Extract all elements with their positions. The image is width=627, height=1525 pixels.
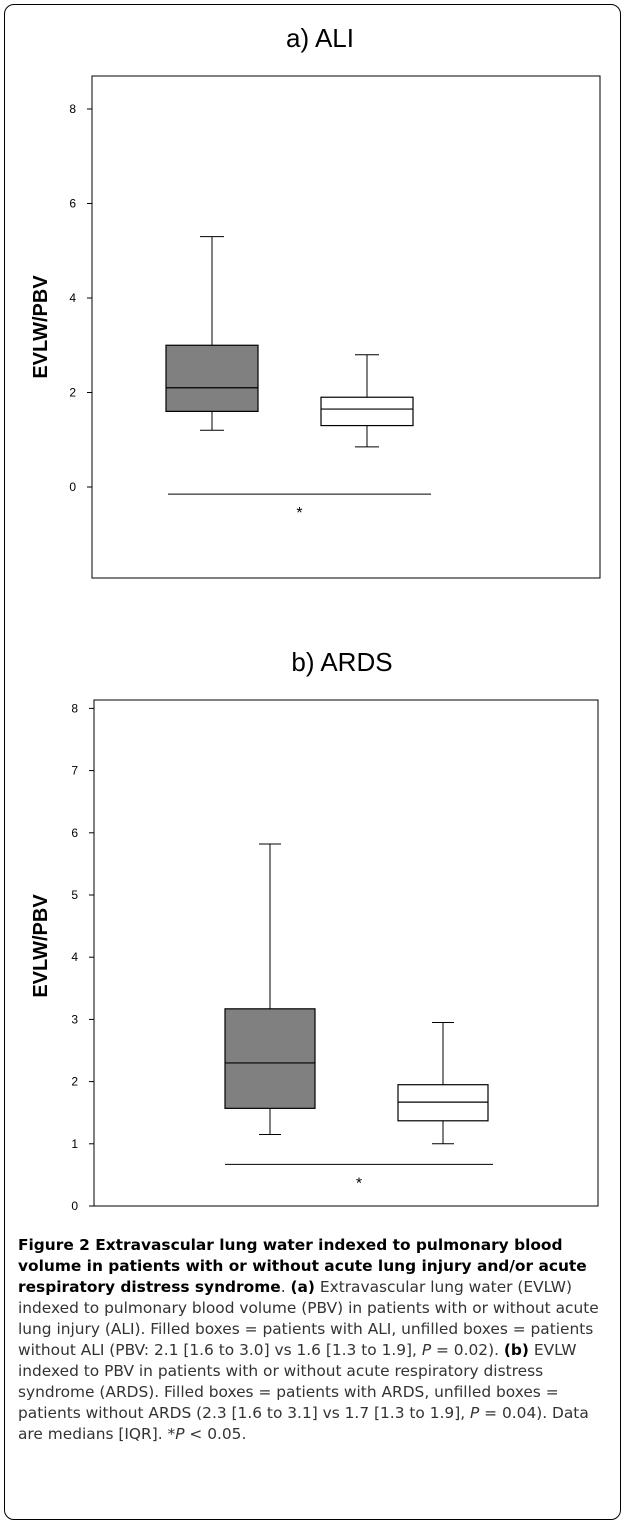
y-axis-label-b: EVLW/PBV <box>30 894 52 998</box>
significance-b: * <box>225 1163 493 1192</box>
chart-panel-b: b) ARDS 0 1 2 3 4 5 6 7 8 EVLW/PBV * <box>30 647 599 1213</box>
boxes-a <box>165 236 414 448</box>
y-tick-label-a-1: 2 <box>69 386 76 400</box>
y-tick-label-a-4: 8 <box>69 102 76 116</box>
y-tick-label-b-1: 1 <box>71 1137 78 1151</box>
y-tick-label-a-2: 4 <box>69 291 76 305</box>
figure-caption: Figure 2 Extravascular lung water indexe… <box>18 1235 612 1445</box>
caption-text-a2: = 0.02). <box>431 1341 504 1359</box>
y-tick-label-b-5: 5 <box>71 888 78 902</box>
caption-p-symbol-c: P <box>175 1425 185 1443</box>
y-tick-label-b-6: 6 <box>71 826 78 840</box>
boxes-b <box>224 843 489 1145</box>
y-tick-label-b-4: 4 <box>71 950 78 964</box>
y-tick-label-a-0: 0 <box>69 480 76 494</box>
chart-title-a: a) ALI <box>286 23 354 53</box>
y-tick-label-b-0: 0 <box>71 1199 78 1213</box>
chart-title-b: b) ARDS <box>291 647 392 677</box>
box-a-0 <box>165 344 259 413</box>
figure-frame <box>4 4 621 1520</box>
y-tick-label-b-3: 3 <box>71 1012 78 1026</box>
y-tick-label-a-3: 6 <box>69 197 76 211</box>
plot-frame-b <box>93 699 599 1207</box>
caption-title: Figure 2 Extravascular lung water indexe… <box>18 1236 587 1296</box>
y-axis-b: 0 1 2 3 4 5 6 7 8 <box>71 701 94 1213</box>
caption-label-a: (a) <box>290 1278 315 1296</box>
caption-text-end: < 0.05. <box>184 1425 247 1443</box>
caption-period: . <box>280 1278 291 1296</box>
caption-p-symbol-b: P <box>470 1404 480 1422</box>
caption-p-symbol-a: P <box>421 1341 432 1359</box>
y-axis-a: 0 2 4 6 8 <box>69 102 92 494</box>
box-b-0 <box>224 1008 316 1109</box>
chart-panel-a: a) ALI 0 2 4 6 8 EVLW/PBV * <box>30 23 601 579</box>
caption-text-b2: = 0.04). Data are medians [IQR]. * <box>18 1404 589 1443</box>
significance-a: * <box>168 493 431 522</box>
significance-label-b: * <box>356 1175 362 1192</box>
y-tick-label-b-8: 8 <box>71 701 78 715</box>
box-b-1 <box>397 1084 489 1122</box>
caption-label-b: (b) <box>503 1341 529 1359</box>
caption-text-b1: EVLW indexed to PBV in patients with or … <box>18 1341 577 1422</box>
significance-label-a: * <box>296 505 302 522</box>
box-a-1 <box>320 396 414 427</box>
y-tick-label-b-7: 7 <box>71 764 78 778</box>
caption-text-a1: Extravascular lung water (EVLW) indexed … <box>18 1278 599 1359</box>
y-axis-label-a: EVLW/PBV <box>30 275 52 379</box>
y-tick-label-b-2: 2 <box>71 1075 78 1089</box>
plot-frame-a <box>91 75 601 579</box>
